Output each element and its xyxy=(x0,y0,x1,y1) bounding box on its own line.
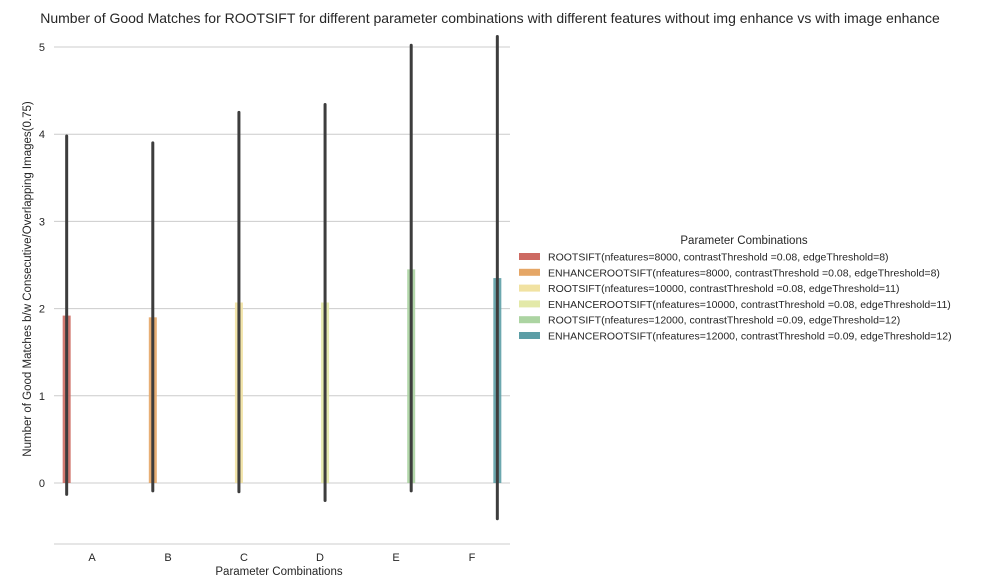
legend-label: ENHANCEROOTSIFT(nfeatures=10000, contras… xyxy=(548,299,951,311)
x-tick-label: B xyxy=(164,552,171,564)
bars-group xyxy=(62,269,502,483)
grid-lines xyxy=(54,46,510,484)
legend-swatch xyxy=(519,284,540,292)
x-tick-label: C xyxy=(240,552,248,564)
legend-swatch xyxy=(519,332,540,339)
error-bars-group xyxy=(65,35,499,521)
legend: Parameter Combinations ROOTSIFT(nfeature… xyxy=(519,235,952,343)
legend-label: ENHANCEROOTSIFT(nfeatures=12000, contras… xyxy=(548,331,952,343)
y-tick-label: 4 xyxy=(39,129,45,141)
legend-label: ROOTSIFT(nfeatures=12000, contrastThresh… xyxy=(548,315,900,327)
x-tick-label: A xyxy=(88,552,96,564)
legend-title: Parameter Combinations xyxy=(680,235,807,247)
legend-label: ROOTSIFT(nfeatures=10000, contrastThresh… xyxy=(548,283,899,295)
x-tick-label: E xyxy=(392,552,399,564)
y-tick-label: 5 xyxy=(39,42,45,54)
legend-swatch xyxy=(519,253,540,260)
y-tick-label: 1 xyxy=(39,391,45,403)
y-tick-label: 2 xyxy=(39,304,45,316)
x-tick-label: D xyxy=(316,552,324,564)
chart-title: Number of Good Matches for ROOTSIFT for … xyxy=(40,10,940,26)
x-tick-labels: A B C D E F xyxy=(88,552,475,564)
legend-swatch xyxy=(519,268,540,276)
y-tick-labels: 0 1 2 3 4 5 xyxy=(39,42,45,490)
legend-label: ENHANCEROOTSIFT(nfeatures=8000, contrast… xyxy=(548,267,940,279)
x-tick-label: F xyxy=(469,552,476,564)
y-tick-label: 0 xyxy=(39,478,45,490)
legend-swatch xyxy=(519,300,540,308)
legend-items: ROOTSIFT(nfeatures=8000, contrastThresho… xyxy=(519,252,952,343)
x-axis-label: Parameter Combinations xyxy=(215,566,342,576)
legend-label: ROOTSIFT(nfeatures=8000, contrastThresho… xyxy=(548,252,889,264)
y-tick-label: 3 xyxy=(39,216,45,228)
y-axis-label: Number of Good Matches b/w Consecutive/O… xyxy=(22,101,34,457)
legend-swatch xyxy=(519,316,540,324)
